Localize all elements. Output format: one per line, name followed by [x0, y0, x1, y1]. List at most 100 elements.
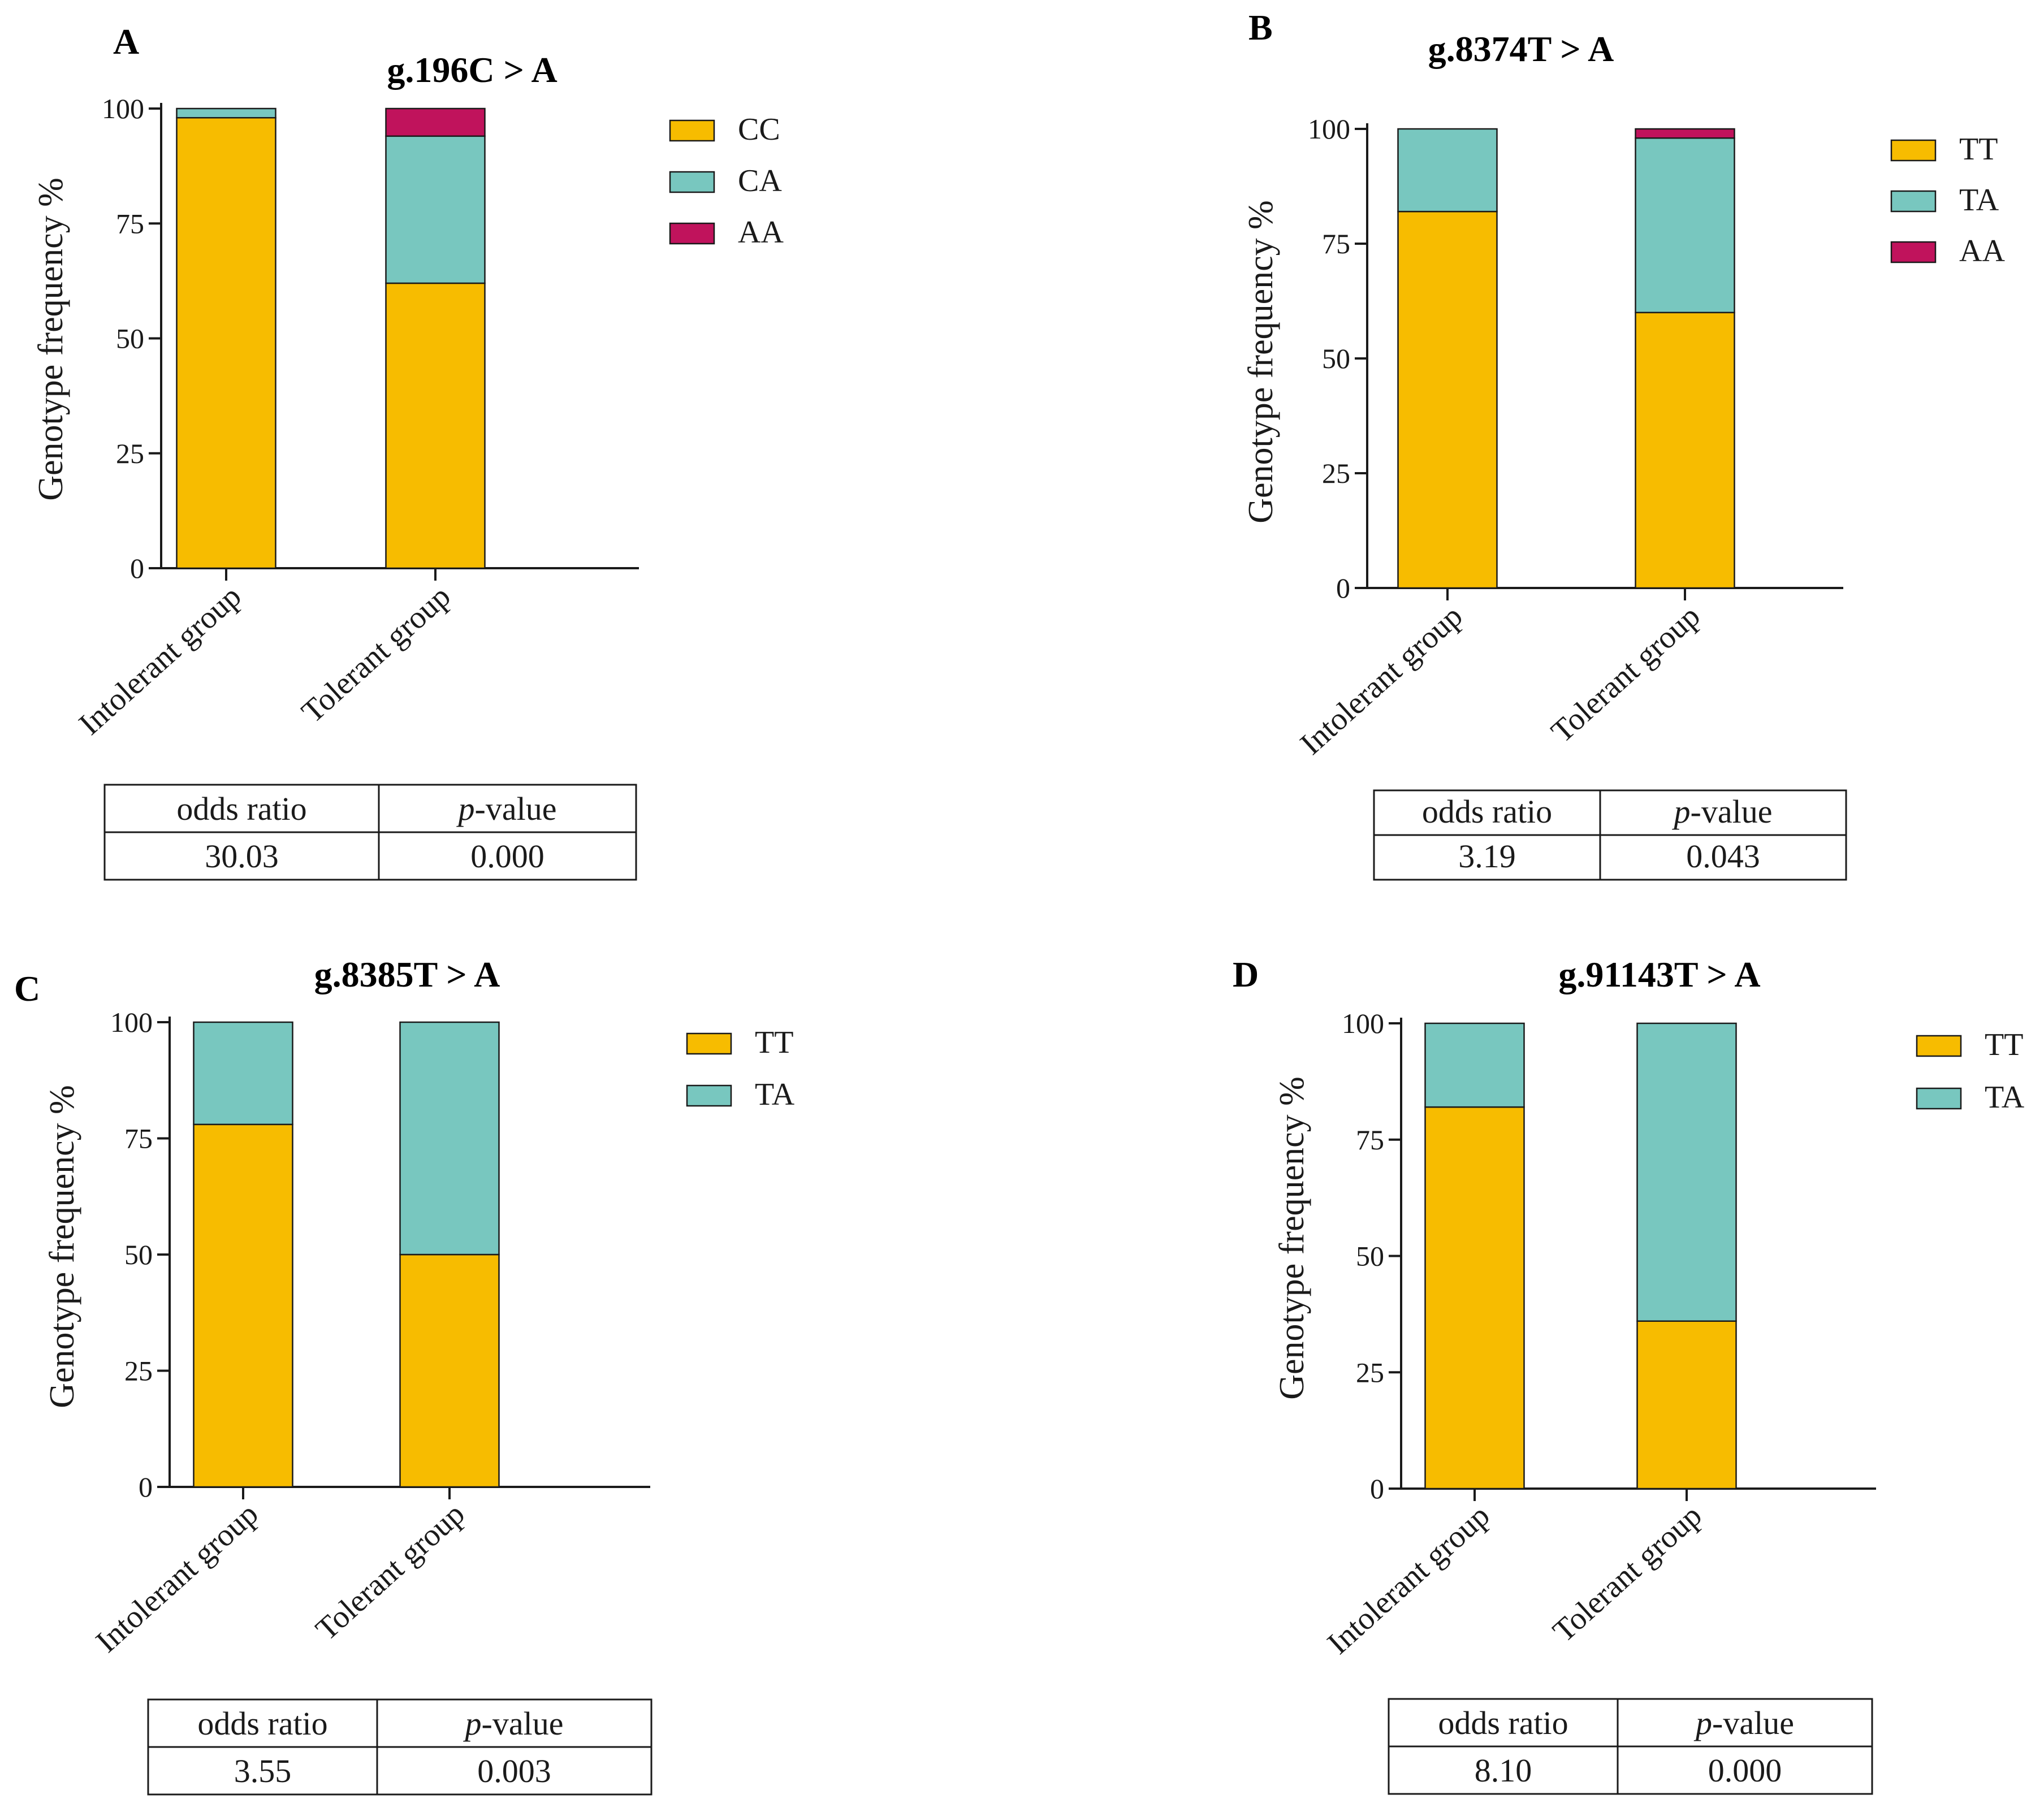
- x-tick-label-tolerant-group: Tolerant group: [295, 579, 457, 730]
- stats-odds-ratio-value: 8.10: [1475, 1752, 1532, 1789]
- stats-odds-ratio-value: 30.03: [205, 838, 279, 875]
- bar-intolerant-group-ta: [193, 1021, 293, 1126]
- stats-header-p: p: [463, 1705, 482, 1742]
- stats-odds-ratio-value: 3.55: [234, 1753, 292, 1789]
- legend-swatch-tt: [1916, 1035, 1962, 1057]
- legend-label-tt: TT: [755, 1025, 793, 1060]
- bar-tolerant-group-aa: [1635, 128, 1735, 139]
- y-tick-label-75: 75: [1356, 1124, 1384, 1156]
- stats-header-p-value: p-value: [463, 1705, 564, 1742]
- panel-letter: D: [1233, 954, 1259, 994]
- panel-letter: A: [113, 21, 139, 62]
- y-tick-label-0: 0: [1336, 572, 1350, 604]
- stats-table: odds ratio p-value 3.55 0.003: [147, 1698, 652, 1796]
- stats-header-odds-ratio: odds ratio: [176, 790, 306, 827]
- stats-header-odds-ratio: odds ratio: [1438, 1705, 1568, 1741]
- stats-header-p-value: p-value: [1693, 1705, 1794, 1741]
- bar-tolerant-group-ta: [399, 1021, 500, 1256]
- y-axis-label: Genotype frequency %: [1242, 200, 1280, 524]
- panel-letter: C: [14, 968, 40, 1009]
- stats-header-value-suffix: -value: [475, 790, 557, 827]
- x-tick-label-intolerant-group: Intolerant group: [1294, 599, 1470, 762]
- bar-intolerant-group-tt: [193, 1123, 293, 1488]
- bar-tolerant-group-cc: [385, 282, 486, 569]
- bar-intolerant-group-ta: [1424, 1022, 1525, 1108]
- stats-p-value: 0.003: [477, 1753, 551, 1789]
- stats-header-odds-ratio: odds ratio: [197, 1705, 327, 1742]
- legend-label-ta: TA: [1985, 1080, 2025, 1115]
- y-tick-label-0: 0: [1370, 1473, 1384, 1504]
- bar-tolerant-group-ca: [385, 135, 486, 284]
- panel-letter: B: [1248, 7, 1273, 47]
- x-tick-label-intolerant-group: Intolerant group: [72, 579, 248, 742]
- y-axis-label: Genotype frequency %: [32, 178, 70, 501]
- chart-title: g.91143T > A: [1558, 954, 1760, 994]
- legend-swatch-cc: [669, 119, 715, 142]
- stats-header-p: p: [1693, 1705, 1712, 1741]
- legend-swatch-aa: [669, 222, 715, 245]
- stats-p-value: 0.000: [1708, 1752, 1782, 1789]
- bar-tolerant-group-ta: [1636, 1022, 1737, 1322]
- y-tick-label-100: 100: [1342, 1007, 1384, 1039]
- x-tick-label-intolerant-group: Intolerant group: [1321, 1498, 1497, 1662]
- y-tick-label-25: 25: [124, 1355, 153, 1387]
- legend-label-ta: TA: [1959, 183, 1999, 218]
- bar-intolerant-group-ca: [176, 107, 276, 119]
- stats-p-value: 0.043: [1686, 838, 1760, 875]
- x-tick-label-tolerant-group: Tolerant group: [309, 1497, 472, 1647]
- x-tick-label-tolerant-group: Tolerant group: [1545, 599, 1707, 750]
- stats-header-p: p: [456, 790, 475, 827]
- legend-label-tt: TT: [1985, 1027, 2023, 1062]
- panel-b: Bg.8374T > A Genotype frequency % 0 25 50 75 1…: [1242, 7, 2005, 881]
- y-tick-label-50: 50: [124, 1239, 153, 1270]
- legend-swatch-ta: [1916, 1087, 1962, 1110]
- y-tick-label-100: 100: [102, 93, 144, 124]
- y-tick-label-75: 75: [1322, 228, 1350, 260]
- bar-intolerant-group-tt: [1424, 1106, 1525, 1490]
- legend-label-aa: AA: [1959, 233, 2005, 269]
- x-tick-label-intolerant-group: Intolerant group: [89, 1497, 265, 1660]
- y-axis-label: Genotype frequency %: [1273, 1076, 1311, 1400]
- chart-title: g.196C > A: [387, 50, 557, 90]
- y-tick-label-25: 25: [1322, 457, 1350, 489]
- y-tick-label-25: 25: [1356, 1356, 1384, 1388]
- legend-swatch-ta: [686, 1084, 732, 1107]
- stats-table: odds ratio p-value 30.03 0.000: [103, 784, 637, 881]
- y-tick-label-0: 0: [139, 1471, 153, 1503]
- stats-header-odds-ratio: odds ratio: [1422, 793, 1552, 830]
- bar-tolerant-group-aa: [385, 107, 486, 137]
- x-tick-label-tolerant-group: Tolerant group: [1546, 1498, 1709, 1649]
- y-tick-label-0: 0: [130, 552, 144, 584]
- y-tick-label-75: 75: [116, 207, 144, 239]
- bar-intolerant-group-ta: [1397, 128, 1498, 213]
- legend-label-cc: CC: [738, 112, 780, 147]
- bar-intolerant-group-cc: [176, 117, 276, 569]
- legend-swatch-tt: [1890, 139, 1937, 162]
- stats-odds-ratio-value: 3.19: [1458, 838, 1516, 875]
- bar-tolerant-group-tt: [1635, 312, 1735, 589]
- stats-p-value: 0.000: [470, 838, 545, 875]
- legend-swatch-aa: [1890, 241, 1937, 263]
- stats-header-value-suffix: -value: [1712, 1705, 1794, 1741]
- stats-table: odds ratio p-value 3.19 0.043: [1373, 789, 1847, 881]
- bar-tolerant-group-ta: [1635, 137, 1735, 314]
- bar-tolerant-group-tt: [399, 1253, 500, 1488]
- legend-label-tt: TT: [1959, 132, 1998, 167]
- legend-swatch-ca: [669, 171, 715, 193]
- stats-header-p-value: p-value: [1672, 793, 1773, 830]
- legend-swatch-tt: [686, 1032, 732, 1055]
- bar-tolerant-group-tt: [1636, 1320, 1737, 1490]
- y-tick-label-100: 100: [110, 1006, 153, 1038]
- y-tick-label-50: 50: [1356, 1240, 1384, 1272]
- chart-title: g.8385T > A: [314, 954, 500, 994]
- panel-a: Ag.196C > A Genotype frequency % 0 25 50 75 10…: [32, 21, 784, 881]
- y-tick-label-100: 100: [1308, 113, 1350, 145]
- y-tick-label-50: 50: [1322, 343, 1350, 374]
- chart-title: g.8374T > A: [1428, 29, 1614, 69]
- legend-swatch-ta: [1890, 190, 1937, 213]
- stats-header-p: p: [1672, 793, 1691, 830]
- stats-header-value-suffix: -value: [1691, 793, 1773, 830]
